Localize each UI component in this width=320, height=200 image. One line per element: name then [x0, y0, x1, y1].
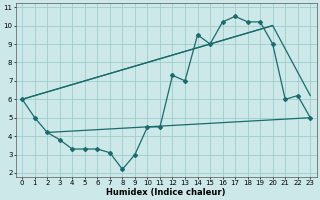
X-axis label: Humidex (Indice chaleur): Humidex (Indice chaleur)	[107, 188, 226, 197]
